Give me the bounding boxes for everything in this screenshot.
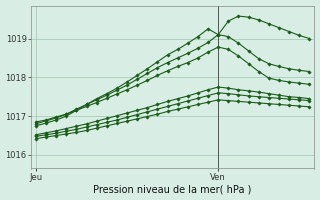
X-axis label: Pression niveau de la mer( hPa ): Pression niveau de la mer( hPa ): [93, 184, 252, 194]
